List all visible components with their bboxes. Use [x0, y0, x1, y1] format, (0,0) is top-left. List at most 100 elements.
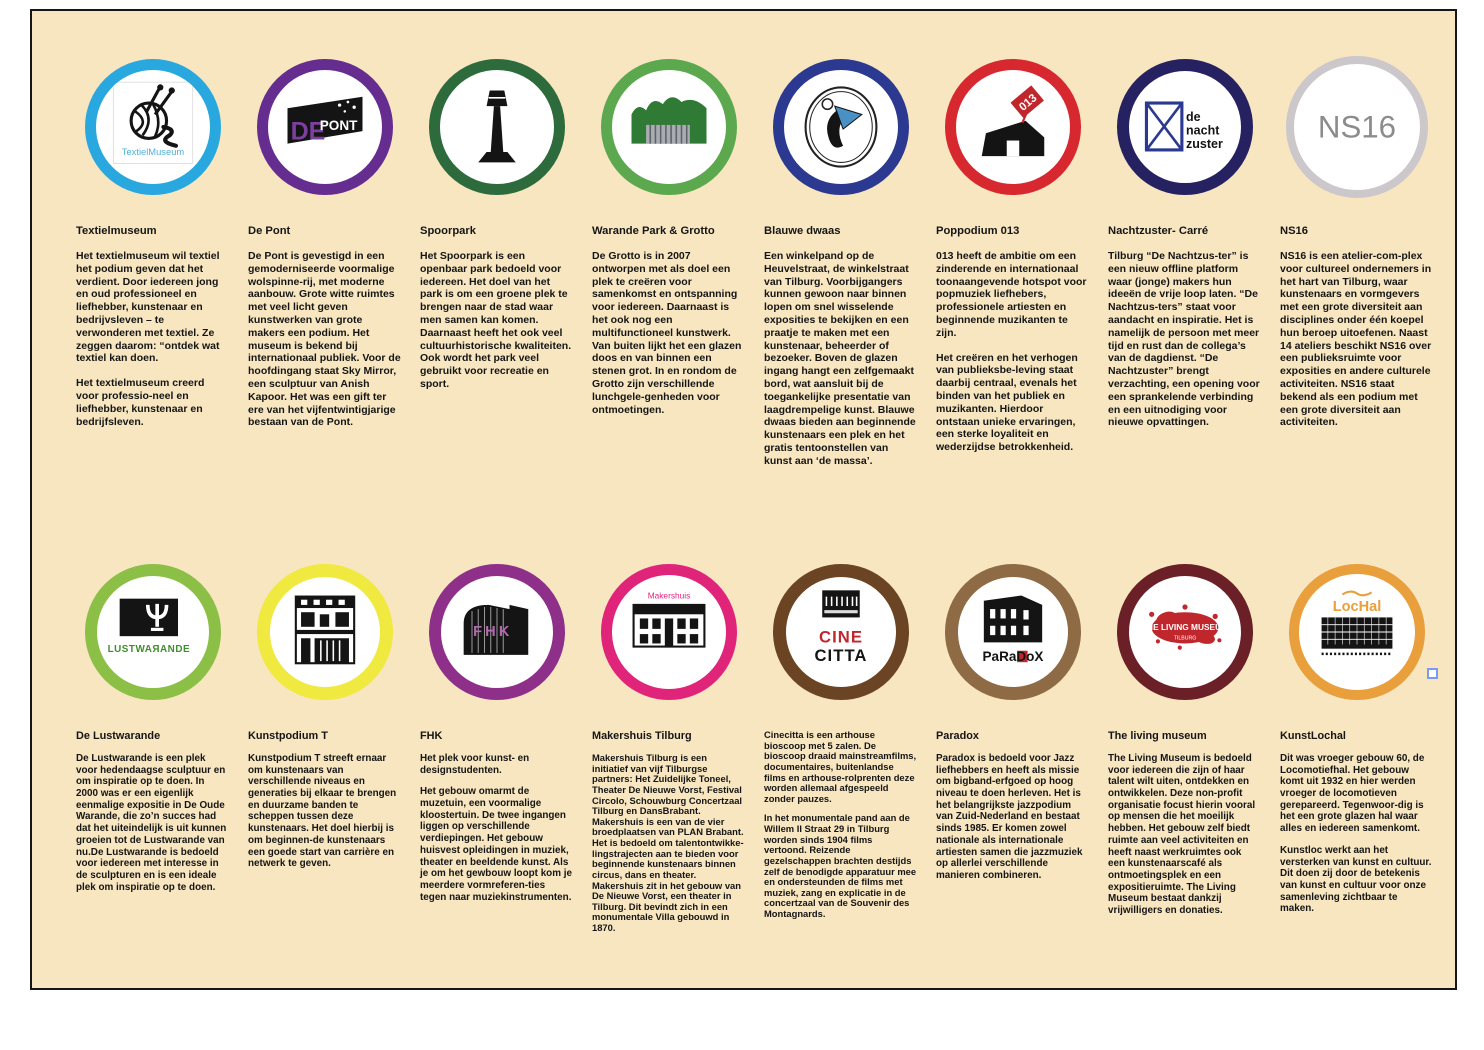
venue-paragraph: Het textielmuseum wil textiel het podium… [76, 250, 220, 365]
venue-title: Paradox [936, 730, 979, 742]
venue-circle [762, 51, 919, 203]
venue-title: Blauwe dwaas [764, 225, 841, 237]
venue-title: Kunstpodium T [248, 730, 328, 742]
svg-text:nacht: nacht [1186, 123, 1220, 137]
venue-card-makershuis: Makershuis Makershuis Tilburg Makershuis… [590, 556, 747, 943]
lochal-glass-hall-icon: LocHal [1321, 590, 1392, 656]
venue-title: Poppodium 013 [936, 225, 1020, 237]
venue-ring: de nacht zuster [1116, 59, 1253, 195]
venue-ring: TextielMuseum [84, 59, 221, 195]
venue-logo-slot: PaRaDoX [963, 582, 1063, 682]
venue-circle [246, 556, 403, 708]
venue-title: KunstLochal [1280, 730, 1346, 742]
observation-tower-icon [477, 90, 516, 163]
venue-logo-slot: LocHal [1307, 582, 1407, 682]
venue-card-warande: Warande Park & Grotto De Grotto is in 20… [590, 51, 747, 480]
stray-selection-square [1427, 668, 1438, 679]
venue-ring [772, 59, 909, 195]
poster-row-1: TextielMuseum Textielmuseum Het textielm… [74, 51, 1435, 480]
venue-ring [256, 564, 393, 700]
svg-text:TextielMuseum: TextielMuseum [121, 147, 184, 157]
venue-ring [428, 59, 565, 195]
venue-circle: de nacht zuster [1106, 51, 1263, 203]
venue-body: De Grotto is in 2007 ontworpen met als d… [590, 250, 747, 416]
venue-title: Makershuis Tilburg [592, 730, 692, 742]
venue-circle: Makershuis [590, 556, 747, 708]
venue-ring: LUSTWAЯANDE [84, 564, 221, 700]
venue-circle [590, 51, 747, 203]
venue-body: De Pont is gevestigd in een gemodernisee… [246, 250, 403, 429]
venue-card-paradox: PaRaDoX Paradox Paradox is bedoeld voor … [934, 556, 1091, 943]
venue-paragraph: The Living Museum is bedoeld voor iedere… [1108, 753, 1256, 916]
venue-card-nachtzuster: de nacht zuster Nachtzuster- Carré Tilbu… [1106, 51, 1263, 480]
venue-circle: LocHal [1278, 556, 1435, 708]
venue-paragraph: De Lustwarande is een plek voor hedendaa… [76, 753, 227, 893]
venue-ring: NS16 [1285, 56, 1428, 198]
venue-title: Textielmuseum [76, 225, 157, 237]
lustwarande-trident-mark-icon: LUSTWAЯANDE [107, 598, 189, 655]
svg-text:NS16: NS16 [1317, 109, 1395, 144]
venue-logo-slot: NS16 [1307, 77, 1407, 177]
venue-paragraph: Kunstpodium T streeft ernaar om kunstena… [248, 753, 397, 870]
venue-circle: TextielMuseum [74, 51, 231, 203]
venue-card-depont: DE PONT De Pont De Pont is gevestigd in … [246, 51, 403, 480]
venue-card-ns16: NS16 NS16 NS16 is een atelier-com-plex v… [1278, 51, 1435, 480]
venue-circle: PaRaDoX [934, 556, 1091, 708]
venue-title: Warande Park & Grotto [592, 225, 715, 237]
fhk-building-icon: FHK [463, 604, 528, 655]
venue-ring: THE LIVING MUSEUM TILBURG [1116, 564, 1253, 700]
svg-text:LocHal: LocHal [1332, 599, 1381, 615]
venue-body: Het Spoorpark is een openbaar park bedoe… [418, 250, 575, 391]
venue-body: NS16 is een atelier-com-plex voor cultur… [1278, 250, 1435, 429]
venue-circle: NS16 [1278, 51, 1435, 203]
venue-body: Dit was vroeger gebouw 60, de Locomotief… [1278, 753, 1435, 915]
venue-paragraph: In het monumentale pand aan de Willem II… [764, 812, 917, 919]
sketched-face-with-blue-jester-hat-icon [804, 86, 877, 168]
venue-title: Spoorpark [420, 225, 476, 237]
venue-body: 013 heeft de ambitie om een zinderende e… [934, 250, 1091, 454]
venue-paragraph: Het gebouw omarmt de muzetuin, een voorm… [420, 786, 572, 903]
venue-logo-slot: CINE CITTA [791, 582, 891, 682]
svg-text:CITTA: CITTA [814, 646, 867, 665]
venue-logo-slot: TextielMuseum [103, 77, 203, 177]
venue-body: Een winkelpand op de Heuvelstraat, de wi… [762, 250, 919, 468]
venue-paragraph: 013 heeft de ambitie om een zinderende e… [936, 250, 1087, 339]
poster-row-2: LUSTWAЯANDE De Lustwarande De Lustwarand… [74, 556, 1435, 943]
venue-circle: DE PONT [246, 51, 403, 203]
venue-ring: PaRaDoX [944, 564, 1081, 700]
venue-paragraph: Het Spoorpark is een openbaar park bedoe… [420, 250, 572, 390]
venue-ring [600, 59, 737, 195]
svg-text:de: de [1186, 110, 1201, 124]
svg-text:DE: DE [290, 118, 325, 146]
venue-ring: 013 [944, 59, 1081, 195]
venue-body: The Living Museum is bedoeld voor iedere… [1106, 753, 1263, 917]
svg-text:Makershuis: Makershuis [647, 591, 690, 601]
svg-text:CINE: CINE [819, 627, 863, 646]
venue-circle: CINE CITTA [762, 556, 919, 708]
svg-text:PONT: PONT [319, 118, 357, 133]
venue-title: FHK [420, 730, 443, 742]
venue-title: Nachtzuster- Carré [1108, 225, 1209, 237]
venue-body: Paradox is bedoeld voor Jazz liefhebbers… [934, 753, 1091, 882]
venue-body: Het textielmuseum wil textiel het podium… [74, 250, 231, 428]
venue-circle [418, 51, 575, 203]
venue-paragraph: De Pont is gevestigd in een gemodernisee… [248, 250, 401, 429]
svg-text:THE LIVING MUSEUM: THE LIVING MUSEUM [1141, 622, 1227, 632]
venue-card-kunstpodiumt: Kunstpodium T Kunstpodium T streeft erna… [246, 556, 403, 943]
venue-card-lustwarande: LUSTWAЯANDE De Lustwarande De Lustwarand… [74, 556, 231, 943]
de-pont-banner-icon: DE PONT [287, 96, 362, 146]
venue-logo-slot [275, 582, 375, 682]
venue-ring: CINE CITTA [772, 564, 909, 700]
crossed-box-icon: de nacht zuster [1144, 101, 1222, 152]
venue-paragraph: Het creëren en het verhogen van publieks… [936, 351, 1078, 454]
trees-with-glass-grotto-icon [631, 97, 706, 144]
venue-logo-slot: THE LIVING MUSEUM TILBURG [1135, 582, 1235, 682]
yarn-ball-knitting-needles-icon: TextielMuseum [112, 81, 193, 164]
013-venue-building-icon: 013 [981, 85, 1044, 157]
venue-logo-slot: Makershuis [619, 582, 719, 682]
venue-circle: 013 [934, 51, 1091, 203]
svg-text:FHK: FHK [473, 624, 512, 640]
venue-paragraph: Dit was vroeger gebouw 60, de Locomotief… [1280, 753, 1425, 835]
venue-body: Cinecitta is een arthouse bioscoop met 5… [762, 729, 919, 920]
